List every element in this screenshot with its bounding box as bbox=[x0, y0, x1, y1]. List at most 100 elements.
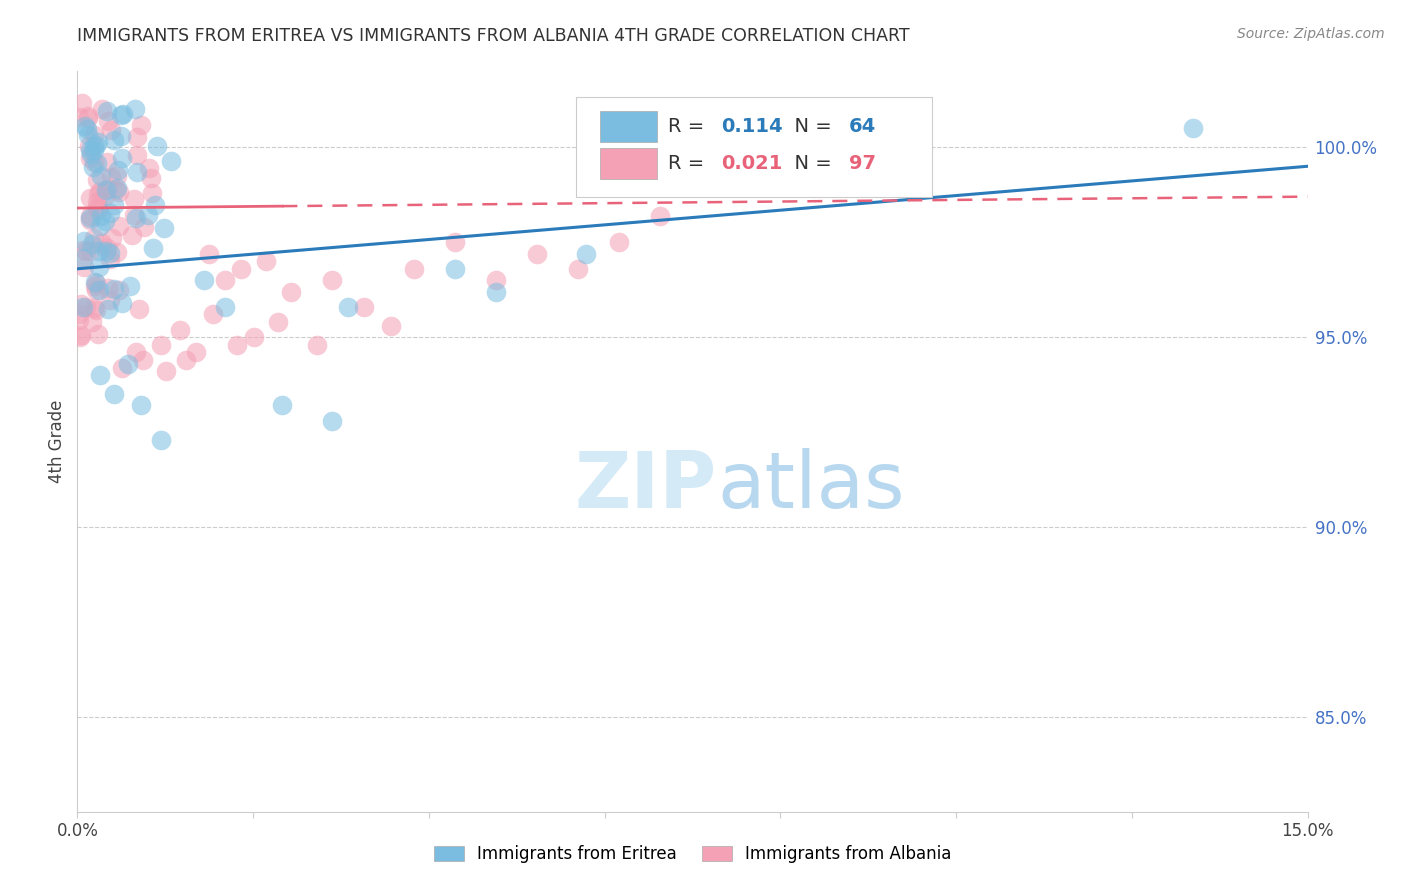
Point bbox=[77, 111, 100, 125]
Point bbox=[75, 300, 97, 314]
Point bbox=[153, 221, 176, 235]
FancyBboxPatch shape bbox=[575, 97, 932, 197]
Point bbox=[321, 414, 343, 428]
Point bbox=[150, 337, 173, 351]
Point bbox=[231, 261, 253, 276]
Text: N =: N = bbox=[782, 117, 838, 136]
Point bbox=[76, 121, 98, 136]
Text: Source: ZipAtlas.com: Source: ZipAtlas.com bbox=[1237, 27, 1385, 41]
Point bbox=[125, 130, 148, 145]
Text: IMMIGRANTS FROM ERITREA VS IMMIGRANTS FROM ALBANIA 4TH GRADE CORRELATION CHART: IMMIGRANTS FROM ERITREA VS IMMIGRANTS FR… bbox=[77, 27, 910, 45]
Point bbox=[90, 169, 112, 183]
Text: 97: 97 bbox=[849, 153, 876, 173]
Y-axis label: 4th Grade: 4th Grade bbox=[48, 400, 66, 483]
Point bbox=[67, 308, 90, 322]
Text: R =: R = bbox=[668, 153, 710, 173]
Point bbox=[86, 135, 108, 149]
Point bbox=[97, 182, 120, 196]
Point bbox=[89, 219, 111, 233]
Point bbox=[83, 143, 105, 157]
Point bbox=[136, 208, 159, 222]
Point bbox=[91, 102, 114, 116]
Point bbox=[125, 211, 148, 226]
Point bbox=[111, 360, 134, 375]
Point bbox=[214, 300, 236, 314]
Point bbox=[575, 246, 598, 260]
Point bbox=[111, 151, 134, 165]
Text: 0.021: 0.021 bbox=[721, 153, 782, 173]
Point bbox=[82, 236, 104, 251]
Point bbox=[83, 231, 105, 245]
Point bbox=[103, 281, 125, 295]
Point bbox=[186, 345, 208, 359]
Point bbox=[73, 234, 96, 248]
Point bbox=[132, 352, 155, 367]
Point bbox=[214, 273, 236, 287]
Point bbox=[69, 330, 91, 344]
Point bbox=[254, 254, 277, 268]
Point bbox=[89, 184, 111, 198]
Point bbox=[484, 285, 508, 299]
Point bbox=[101, 231, 124, 245]
Point bbox=[145, 138, 167, 153]
Point bbox=[87, 283, 110, 297]
Point bbox=[108, 283, 131, 297]
Point bbox=[80, 146, 103, 161]
Point bbox=[94, 244, 117, 259]
Point bbox=[201, 307, 224, 321]
Point bbox=[83, 155, 105, 169]
Point bbox=[107, 219, 129, 233]
Point bbox=[86, 156, 108, 170]
Point bbox=[84, 302, 107, 317]
FancyBboxPatch shape bbox=[600, 111, 657, 142]
Point bbox=[103, 387, 125, 401]
Point bbox=[131, 119, 153, 133]
Point bbox=[82, 161, 104, 175]
Point bbox=[84, 279, 107, 293]
Point bbox=[607, 235, 630, 250]
Text: 0.114: 0.114 bbox=[721, 117, 782, 136]
Point bbox=[87, 326, 110, 341]
Text: N =: N = bbox=[782, 153, 838, 173]
Point bbox=[128, 301, 150, 316]
Point bbox=[134, 220, 156, 235]
Point bbox=[110, 108, 132, 122]
Point bbox=[100, 170, 122, 185]
Point bbox=[69, 297, 91, 311]
Point bbox=[77, 139, 100, 153]
Point bbox=[150, 433, 173, 447]
Point bbox=[94, 189, 117, 203]
Point bbox=[1181, 121, 1204, 136]
Point bbox=[648, 209, 671, 223]
Point bbox=[280, 285, 302, 299]
Text: ZIP: ZIP bbox=[575, 448, 717, 524]
Point bbox=[96, 154, 118, 169]
Point bbox=[79, 209, 101, 223]
Point bbox=[89, 368, 111, 383]
Point bbox=[107, 163, 129, 178]
Point bbox=[105, 169, 128, 184]
Point bbox=[526, 246, 548, 260]
Point bbox=[67, 110, 90, 124]
Point bbox=[84, 283, 107, 297]
Point bbox=[226, 337, 249, 351]
Point bbox=[155, 364, 177, 378]
Point bbox=[242, 330, 264, 344]
Point bbox=[443, 235, 465, 250]
Point bbox=[79, 244, 101, 259]
Point bbox=[141, 186, 163, 201]
Point bbox=[82, 315, 104, 329]
Point bbox=[87, 244, 110, 259]
Point bbox=[337, 300, 360, 314]
Point bbox=[124, 103, 146, 117]
Point bbox=[100, 123, 122, 137]
Point bbox=[321, 273, 343, 287]
Point bbox=[77, 109, 100, 123]
Point bbox=[97, 113, 120, 128]
Point bbox=[120, 279, 142, 293]
Point bbox=[159, 153, 181, 168]
Point bbox=[69, 313, 91, 327]
Point bbox=[83, 138, 105, 153]
Point bbox=[129, 399, 153, 413]
Point bbox=[122, 192, 145, 206]
